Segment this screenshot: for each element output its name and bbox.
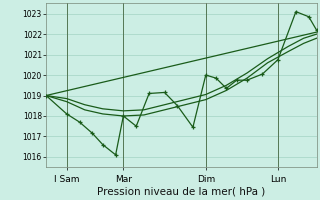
X-axis label: Pression niveau de la mer( hPa ): Pression niveau de la mer( hPa ) [97, 187, 265, 197]
